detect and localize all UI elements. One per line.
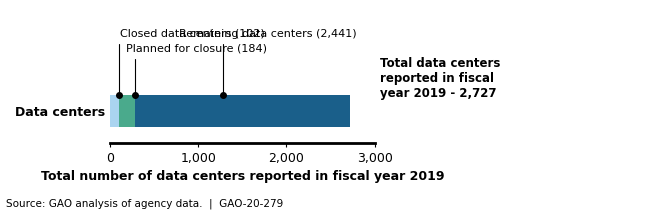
Text: Closed data centers (102): Closed data centers (102): [119, 29, 265, 92]
Text: Planned for closure (184): Planned for closure (184): [126, 43, 267, 92]
X-axis label: Total number of data centers reported in fiscal year 2019: Total number of data centers reported in…: [40, 170, 444, 183]
Text: Total data centers
reported in fiscal
year 2019 - 2,727: Total data centers reported in fiscal ye…: [380, 57, 500, 100]
Text: Remaining data centers (2,441): Remaining data centers (2,441): [179, 29, 356, 92]
Bar: [119, 95, 135, 127]
Text: Source: GAO analysis of agency data.  |  GAO-20-279: Source: GAO analysis of agency data. | G…: [6, 198, 284, 209]
Bar: [110, 95, 119, 127]
Bar: [135, 95, 350, 127]
